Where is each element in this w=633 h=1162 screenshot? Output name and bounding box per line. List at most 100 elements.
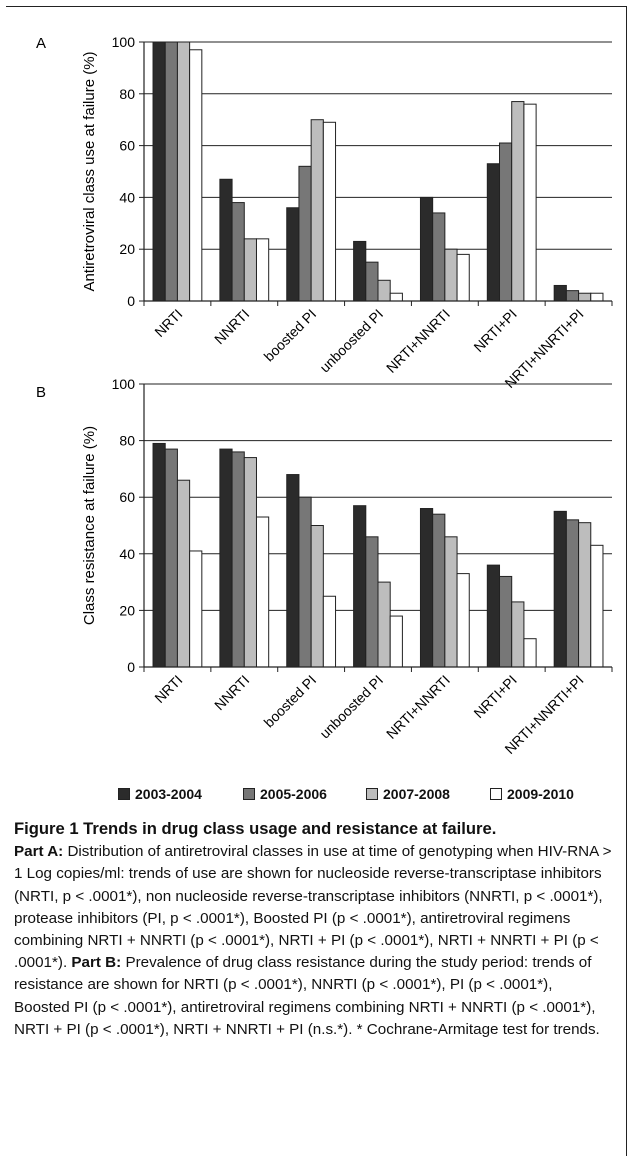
chart-a: A 0 20 40 60 80 100 Antiretroviral class use at… [36, 34, 613, 391]
bar [553, 510, 567, 668]
legend-label: 2005-2006 [260, 786, 327, 802]
y-tick-label: 20 [119, 602, 135, 618]
bar [486, 163, 501, 302]
figure-caption: Figure 1 Trends in drug class usage and … [14, 818, 612, 1041]
y-tick-label: 100 [112, 376, 136, 392]
bar [243, 457, 257, 668]
bar [286, 207, 300, 302]
y-tick-label: 0 [127, 659, 135, 675]
legend-item-2007-2008: 2007-2008 [366, 786, 450, 802]
bar [553, 284, 567, 302]
bar [322, 121, 337, 302]
legend-swatch [490, 788, 502, 800]
x-tick-label: unboosted PI [316, 672, 386, 742]
y-axis-label: Class resistance at failure (%) [81, 426, 98, 625]
bar [432, 513, 446, 668]
bar [389, 292, 403, 302]
figure-frame [6, 6, 627, 1156]
bar [189, 49, 203, 302]
bar [255, 238, 270, 302]
x-tick-label: NRTI+NNRTI [383, 672, 453, 742]
legend-swatch [366, 788, 378, 800]
bar [255, 516, 270, 668]
legend-swatch [118, 788, 130, 800]
y-axis-label: Antiretroviral class use at failure (%) [81, 51, 98, 291]
caption-part-b-text: Prevalence of drug class resistance duri… [14, 954, 600, 1038]
legend-label: 2009-2010 [507, 786, 574, 802]
x-tick-label: NRTI+PI [470, 672, 519, 721]
bar [365, 261, 379, 302]
bar [419, 196, 434, 302]
bar [189, 550, 203, 668]
legend-label: 2007-2008 [383, 786, 450, 802]
legend-swatch [243, 788, 255, 800]
bar [578, 522, 592, 668]
legend-item-2009-2010: 2009-2010 [490, 786, 574, 802]
bar [419, 508, 434, 668]
legend: 2003-2004 2005-2006 2007-2008 2009-2010 [0, 786, 633, 808]
panel-label: A [36, 35, 46, 52]
bar [444, 248, 458, 302]
bar [511, 601, 525, 668]
y-tick-label: 80 [119, 86, 135, 102]
caption-part-a-label: Part A: [14, 843, 64, 861]
caption-part-a-text: Distribution of antiretroviral classes i… [14, 843, 612, 972]
x-tick-label: NRTI+NNRTI [383, 306, 453, 376]
bar [353, 505, 367, 668]
x-tick-label: boosted PI [261, 672, 320, 731]
bar [590, 544, 604, 668]
panel-label: B [36, 384, 46, 401]
x-tick-label: boosted PI [261, 306, 320, 365]
bar [231, 451, 245, 668]
bar [298, 165, 312, 302]
bar [164, 448, 178, 668]
bar [286, 474, 300, 668]
bar [219, 178, 233, 302]
x-tick-label: NNRTI [211, 306, 252, 347]
bar [176, 479, 191, 668]
bar [389, 615, 403, 668]
y-tick-label: 80 [119, 433, 135, 449]
bar [456, 573, 470, 668]
bar [310, 525, 324, 668]
x-tick-label: unboosted PI [316, 306, 386, 376]
bar [456, 253, 470, 302]
bar [377, 279, 391, 302]
bar [365, 536, 379, 668]
bar [511, 101, 525, 302]
bar [298, 496, 312, 668]
bar [444, 536, 458, 668]
bar [523, 638, 537, 668]
x-tick-label: NRTI+PI [470, 306, 519, 355]
bar [499, 142, 513, 302]
bar [565, 290, 580, 302]
bar [377, 581, 391, 668]
chart-body: B 0 20 40 60 80 100 Class resistance at failure… [36, 376, 613, 757]
bar [578, 292, 592, 302]
legend-label: 2003-2004 [135, 786, 202, 802]
x-tick-label: NRTI [151, 672, 185, 706]
bar [499, 575, 513, 668]
bar [353, 240, 367, 302]
bar [219, 448, 233, 668]
bar [152, 41, 166, 302]
caption-title: Figure 1 Trends in drug class usage and … [14, 819, 497, 838]
bar [322, 595, 337, 668]
caption-part-b-label: Part B: [71, 954, 122, 972]
y-tick-label: 20 [119, 241, 135, 257]
x-tick-label: NRTI [151, 306, 185, 340]
y-tick-label: 100 [112, 34, 136, 50]
legend-item-2003-2004: 2003-2004 [118, 786, 202, 802]
legend-item-2005-2006: 2005-2006 [243, 786, 327, 802]
bar [152, 442, 166, 668]
bar [231, 202, 245, 302]
bar [590, 292, 604, 302]
chart-b: B 0 20 40 60 80 100 Class resistance at failure… [36, 376, 613, 757]
y-tick-label: 60 [119, 138, 135, 154]
bar [486, 564, 501, 668]
y-tick-label: 0 [127, 293, 135, 309]
y-tick-label: 60 [119, 489, 135, 505]
y-tick-label: 40 [119, 189, 135, 205]
y-tick-label: 40 [119, 546, 135, 562]
x-tick-label: NNRTI [211, 672, 252, 713]
